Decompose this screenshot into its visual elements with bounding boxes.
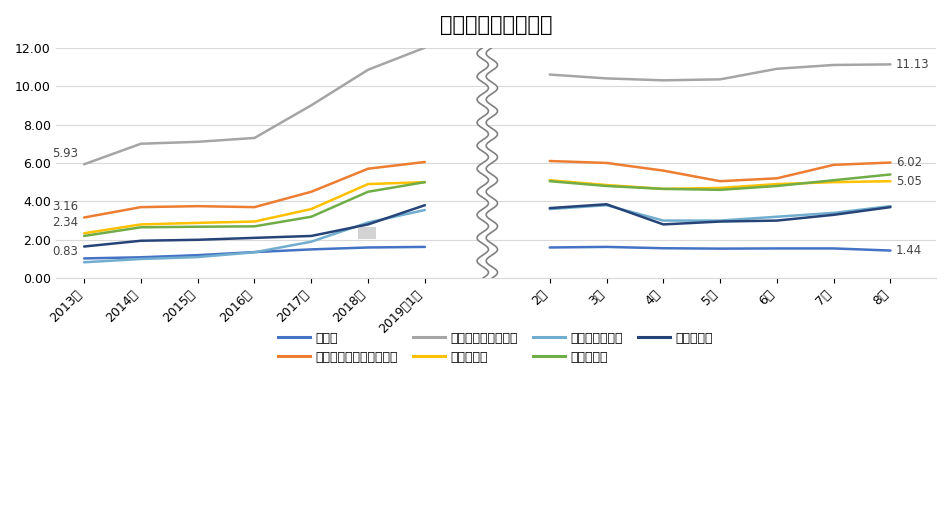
Text: 5.05: 5.05 — [896, 175, 922, 188]
Text: 0.83: 0.83 — [52, 245, 79, 258]
Polygon shape — [477, 48, 498, 278]
Text: 5.93: 5.93 — [52, 147, 79, 160]
Text: 11.13: 11.13 — [896, 58, 930, 71]
Legend: 全職業, 建築・土木・測量技術者, 建設躯体工事の職業, 建設の職業, 電気工事の職業, 土木の職業, 採掘の職業: 全職業, 建築・土木・測量技術者, 建設躯体工事の職業, 建設の職業, 電気工事… — [273, 327, 719, 369]
Text: 6.02: 6.02 — [896, 156, 922, 169]
Bar — [358, 227, 376, 239]
Text: 3.16: 3.16 — [52, 201, 79, 213]
Title: 有効求人倍率の推移: 有効求人倍率の推移 — [440, 15, 552, 35]
Text: 1.44: 1.44 — [896, 244, 922, 257]
Text: 2.34: 2.34 — [52, 216, 79, 229]
